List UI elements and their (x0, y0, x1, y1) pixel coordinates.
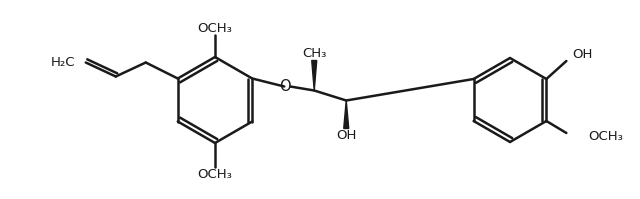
Text: O: O (280, 79, 291, 94)
Text: OCH₃: OCH₃ (198, 22, 232, 35)
Text: OH: OH (572, 49, 593, 61)
Text: OCH₃: OCH₃ (588, 130, 623, 142)
Text: CH₃: CH₃ (302, 47, 326, 60)
Text: OH: OH (336, 129, 356, 142)
Text: H₂C: H₂C (51, 56, 75, 69)
Polygon shape (344, 100, 349, 129)
Text: OCH₃: OCH₃ (198, 168, 232, 180)
Polygon shape (312, 60, 317, 91)
